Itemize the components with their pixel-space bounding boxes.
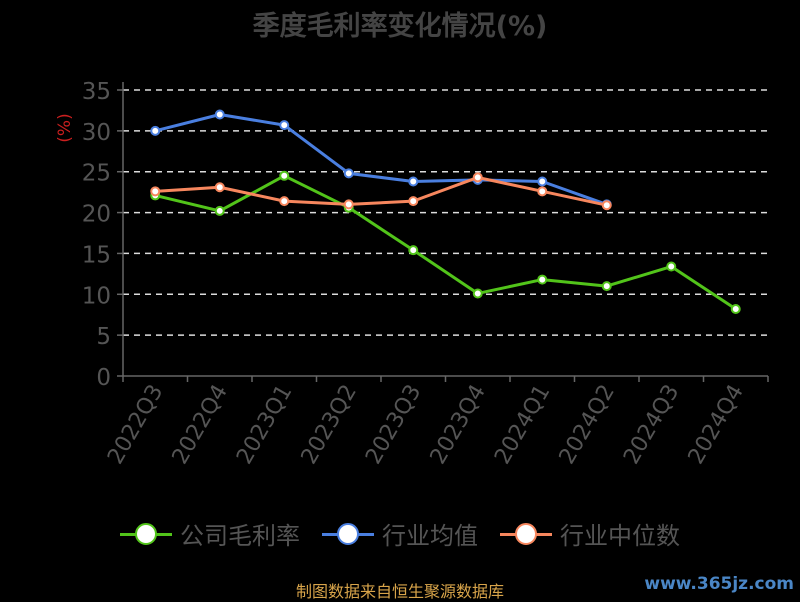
- y-tick-label: 20: [82, 202, 111, 228]
- series-line: [155, 175, 608, 207]
- data-point: [537, 176, 548, 187]
- data-point: [408, 245, 419, 256]
- data-point: [214, 205, 225, 216]
- data-point: [537, 274, 548, 285]
- data-point: [279, 170, 290, 181]
- data-point: [730, 303, 741, 314]
- y-tick-label: 15: [82, 242, 111, 268]
- series: [150, 109, 741, 314]
- y-axis-label: (%): [55, 113, 75, 142]
- watermark: www.365jz.com: [644, 574, 794, 594]
- legend-dot: [135, 522, 157, 545]
- x-tick-label: 2024Q2: [555, 381, 620, 469]
- data-point: [343, 199, 354, 210]
- data-point: [279, 196, 290, 207]
- series-3: [150, 172, 612, 211]
- data-point: [601, 281, 612, 292]
- x-tick-label: 2023Q1: [232, 381, 297, 469]
- legend: 公司毛利率 行业均值 行业中位数: [0, 516, 800, 551]
- legend-item[interactable]: 公司毛利率: [120, 516, 300, 551]
- legend-swatch: [500, 522, 552, 546]
- source-note: 制图数据来自恒生聚源数据库: [295, 582, 504, 601]
- data-point: [472, 288, 483, 299]
- x-tick-label: 2024Q4: [684, 381, 749, 469]
- legend-label: 行业中位数: [560, 522, 680, 550]
- data-point: [472, 172, 483, 183]
- x-tick-label: 2023Q4: [426, 381, 491, 469]
- y-tick-label: 25: [82, 161, 111, 187]
- legend-swatch: [322, 522, 374, 546]
- y-tick-label: 10: [82, 283, 111, 309]
- legend-label: 行业均值: [382, 522, 478, 550]
- data-point: [214, 109, 225, 120]
- legend-dot: [337, 522, 359, 545]
- data-point: [279, 120, 290, 131]
- x-tick-label: 2024Q1: [490, 381, 555, 469]
- chart-title: 季度毛利率变化情况(%): [252, 11, 548, 42]
- legend-label: 公司毛利率: [180, 522, 300, 550]
- x-tick-label: 2024Q3: [619, 381, 684, 469]
- y-tick-label: 0: [96, 365, 111, 391]
- x-tick-label: 2022Q3: [103, 381, 168, 469]
- legend-item[interactable]: 行业中位数: [500, 516, 680, 551]
- legend-dot: [515, 522, 537, 545]
- data-point: [214, 182, 225, 193]
- data-point: [537, 186, 548, 197]
- series-line: [154, 174, 737, 311]
- y-tick-label: 5: [96, 324, 111, 350]
- data-point: [666, 261, 677, 272]
- y-tick-label: 30: [82, 120, 111, 146]
- legend-item[interactable]: 行业均值: [322, 516, 478, 551]
- grid-lines: [123, 89, 768, 336]
- legend-swatch: [120, 522, 172, 546]
- data-point: [408, 176, 419, 187]
- x-tick-label: 2022Q4: [168, 381, 233, 469]
- series-line: [154, 113, 608, 206]
- data-point: [150, 186, 161, 197]
- data-point: [408, 196, 419, 207]
- data-point: [343, 168, 354, 179]
- y-tick-label: 35: [82, 79, 111, 105]
- data-point: [601, 200, 612, 211]
- x-tick-label: 2023Q3: [361, 381, 426, 469]
- data-point: [150, 125, 161, 136]
- x-tick-label: 2023Q2: [297, 381, 362, 469]
